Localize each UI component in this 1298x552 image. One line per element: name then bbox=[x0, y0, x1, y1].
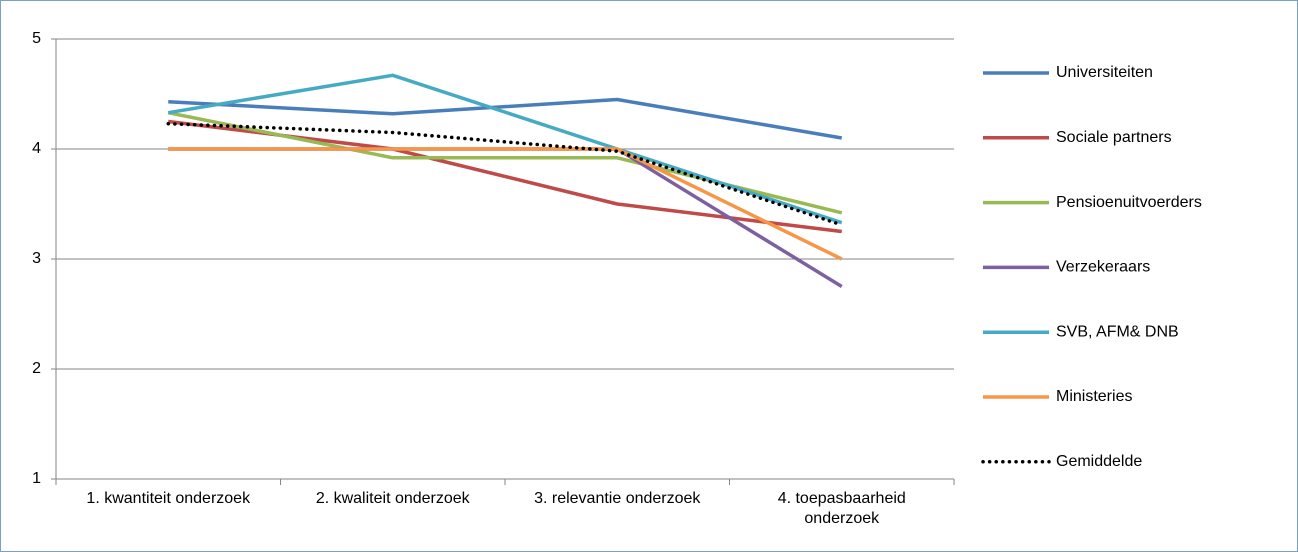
x-tick-label: 3. relevantie onderzoek bbox=[534, 490, 701, 507]
y-tick-label: 1 bbox=[32, 470, 41, 487]
y-tick-label: 5 bbox=[32, 30, 41, 47]
x-tick-label: 2. kwaliteit onderzoek bbox=[315, 490, 470, 507]
y-tick-label: 4 bbox=[32, 140, 41, 157]
series-line bbox=[168, 119, 842, 234]
legend-label: Sociale partners bbox=[1056, 129, 1172, 146]
legend-label: Universiteiten bbox=[1056, 64, 1153, 81]
legend-label: Verzekeraars bbox=[1056, 259, 1150, 276]
series-line bbox=[168, 147, 843, 261]
x-tick-label: 1. kwantiteit onderzoek bbox=[86, 490, 251, 507]
series-line bbox=[167, 110, 843, 215]
legend-label: SVB, AFM& DNB bbox=[1056, 323, 1179, 340]
legend-label: Gemiddelde bbox=[1056, 453, 1142, 470]
y-tick-label: 2 bbox=[32, 360, 41, 377]
series-line bbox=[166, 121, 844, 227]
legend-label: Pensioenuitvoerders bbox=[1056, 194, 1202, 211]
series-line bbox=[168, 97, 843, 140]
y-tick-label: 3 bbox=[32, 250, 41, 267]
x-tick-label: 4. toepasbaarheid onderzoek bbox=[777, 490, 906, 527]
series-line bbox=[167, 73, 843, 225]
legend-label: Ministeries bbox=[1056, 388, 1132, 405]
